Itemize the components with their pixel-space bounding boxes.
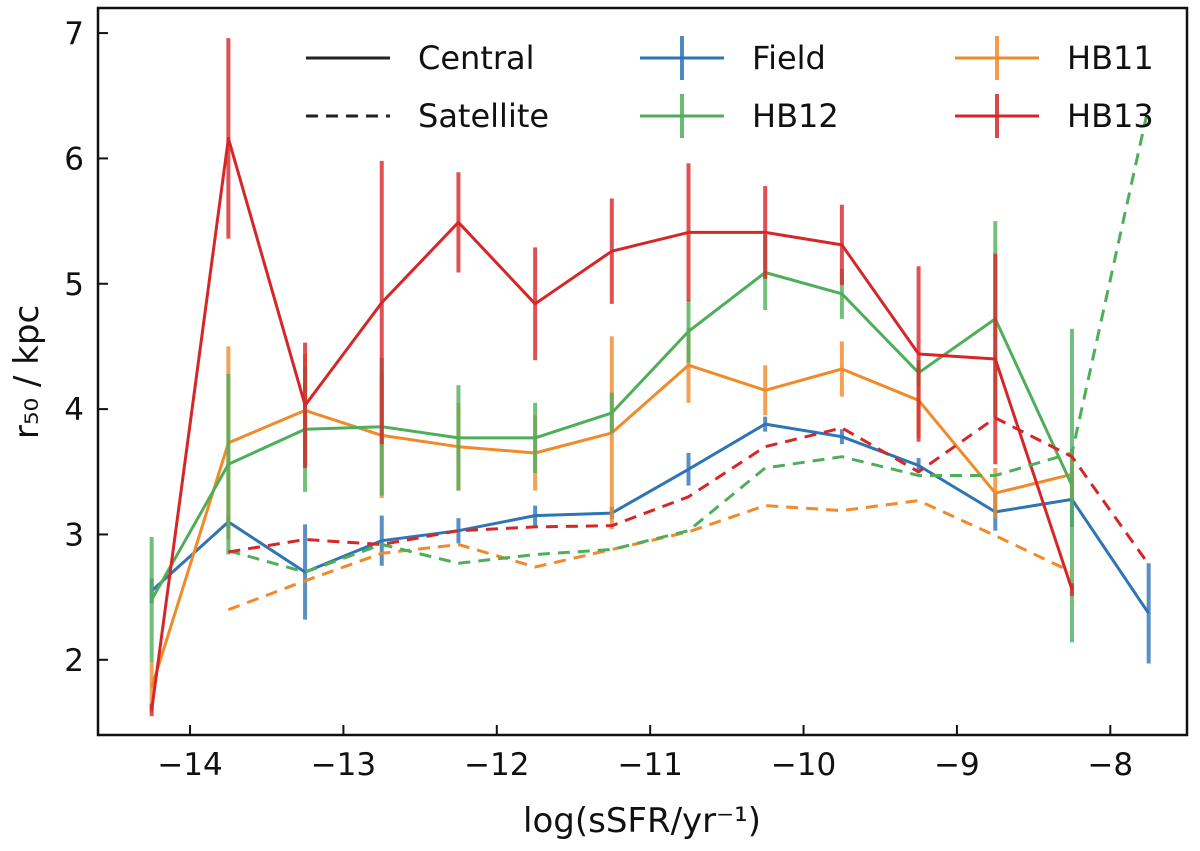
legend: Central Satellite Field HB12 HB11 HB13 — [306, 36, 1154, 138]
y-axis-label: r₅₀ / kpc — [7, 305, 47, 439]
legend-label-satellite: Satellite — [418, 97, 549, 135]
series-line-hb13-satellite — [228, 416, 1150, 566]
y-tick-label: 4 — [64, 392, 84, 428]
y-tick-label: 2 — [64, 643, 84, 679]
x-tick-label: −8 — [1087, 747, 1133, 783]
y-tick-label: 6 — [64, 141, 84, 177]
legend-label-central: Central — [418, 39, 535, 77]
y-tick-label: 3 — [64, 517, 84, 553]
x-tick-label: −13 — [311, 747, 376, 783]
plot-layer — [149, 38, 1151, 717]
y-tick-label: 5 — [64, 267, 84, 303]
x-axis-label: log(sSFR/yr⁻¹) — [523, 801, 761, 841]
series-line-hb12-satellite — [227, 105, 1151, 574]
x-tick-label: −14 — [157, 747, 222, 783]
x-tick-label: −10 — [771, 747, 836, 783]
x-tick-label: −12 — [464, 747, 529, 783]
x-tick-label: −9 — [934, 747, 980, 783]
axes-layer: −14 −13 −12 −11 −10 −9 −8 2 3 4 5 6 7 — [64, 6, 1189, 783]
legend-label-hb12: HB12 — [752, 97, 839, 135]
series-line-field-central — [150, 422, 1150, 615]
legend-label-hb11: HB11 — [1067, 39, 1154, 77]
series-line-hb11-satellite — [227, 499, 1073, 612]
axes-frame — [96, 6, 1189, 737]
y-tick-label: 7 — [64, 16, 84, 52]
legend-label-field: Field — [752, 39, 826, 77]
x-tick-label: −11 — [617, 747, 682, 783]
legend-label-hb13: HB13 — [1067, 97, 1154, 135]
